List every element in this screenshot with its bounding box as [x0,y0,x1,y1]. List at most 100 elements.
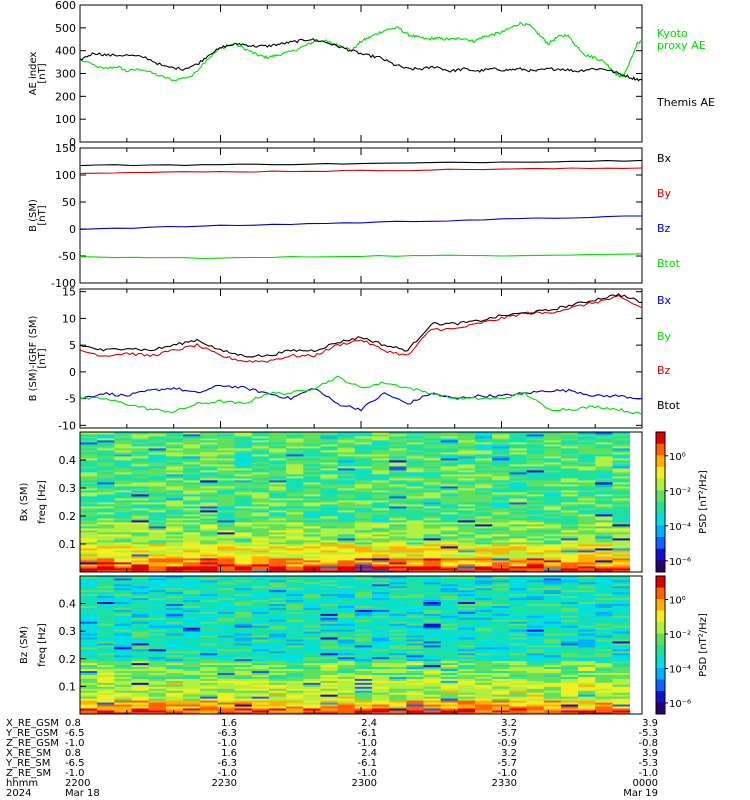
x-axis-value: -6.5 [65,758,85,769]
spectrogram-cell [406,502,424,505]
spectrogram-cell [406,512,424,515]
colorbar-segment [656,596,665,600]
spectrogram-cell [217,607,235,610]
spectrogram-cell [354,472,373,475]
spectrogram-cell [320,623,339,626]
spectrogram-cell [200,506,218,509]
spectrogram-cell [165,512,184,515]
spectrogram-cell [286,654,304,658]
spectrogram-cell [234,434,253,437]
spectrogram-cell [475,458,493,461]
spectrogram-cell [371,682,390,685]
spectrogram-cell [97,710,115,713]
colorbar-segment [656,684,665,687]
spectrogram-cell [200,436,218,439]
spectrogram-cell [560,490,579,493]
spectrogram-cell [165,676,184,679]
spectrogram-cell [234,558,253,561]
spectrogram-cell [80,672,98,675]
spectrogram-cell [131,564,150,567]
spectrogram-cell [320,603,339,606]
spectrogram-cell [165,442,184,445]
spectrogram-cell [286,692,304,695]
spectrogram-cell [354,619,373,622]
spectrogram-cell [354,560,373,563]
spectrogram-cell [543,585,562,589]
spectrogram-cell [560,552,579,555]
spectrogram-cell [389,568,407,571]
spectrogram-cell [526,702,545,705]
spectrogram-cell [217,595,235,599]
spectrogram-cell [440,706,459,709]
spectrogram-cell [80,688,98,691]
spectrogram-cell [80,560,98,563]
colorbar-segment [656,587,665,591]
spectrogram-cell [148,542,167,545]
spectrogram-cell [148,512,167,515]
spectrogram-cell [303,599,321,603]
spectrogram-cell [389,658,407,662]
spectrogram-cell [131,605,150,608]
spectrogram-cell [148,532,167,535]
spectrogram-cell [543,597,562,601]
spectrogram-cell [200,448,218,451]
spectrogram-cell [612,579,631,583]
y-tick-label: 0.3 [59,482,77,495]
spectrogram-cell [509,496,527,499]
spectrogram-cell [371,442,390,445]
spectrogram-cell [183,554,201,557]
spectrogram-cell [492,654,510,658]
spectrogram-cell [337,436,356,439]
spectrogram-cell [114,686,132,689]
spectrogram-cell [578,444,596,447]
spectrogram-cell [389,635,407,638]
spectrogram-cell [389,611,407,614]
spectrogram-cell [560,619,579,622]
spectrogram-cell [320,682,339,685]
colorbar-segment [656,693,665,697]
spectrogram-cell [303,593,321,597]
spectrogram-cell [526,668,545,672]
spectrogram-cell [148,476,167,479]
y-axis-label: freq [Hz] [37,480,48,524]
spectrogram-cell [320,654,339,658]
spectrogram-cell [578,570,596,573]
spectrogram-cell [80,708,98,711]
spectrogram-cell [526,486,545,489]
spectrogram-cell [389,564,407,567]
spectrogram-cell [578,591,596,595]
spectrogram-cell [595,609,613,612]
spectrogram-cell [148,668,167,672]
spectrogram-cell [97,470,115,473]
spectrogram-cell [251,648,270,652]
spectrogram-cell [354,686,373,689]
spectrogram-cell [492,548,510,551]
spectrogram-cell [560,700,579,703]
spectrogram-cell [440,605,459,608]
spectrogram-cell [234,577,253,581]
spectrogram-cell [389,656,407,660]
spectrogram-cell [286,607,304,610]
spectrogram-cell [234,607,253,610]
spectrogram-cell [183,648,201,652]
spectrogram-cell [578,526,596,529]
spectrogram-cell [354,625,373,628]
spectrogram-cell [560,504,579,507]
spectrogram-cell [217,564,235,567]
spectrogram-cell [595,656,613,660]
spectrogram-cell [165,460,184,463]
spectrogram-cell [234,678,253,681]
spectrogram-cell [97,686,115,689]
spectrogram-cell [286,676,304,679]
spectrogram-cell [148,706,167,709]
spectrogram-cell [303,506,321,509]
spectrogram-cell [80,522,98,525]
spectrogram-cell [251,474,270,477]
spectrogram-cell [543,581,562,585]
spectrogram-cell [526,585,545,589]
spectrogram-cell [286,672,304,675]
spectrogram-cell [560,496,579,499]
spectrogram-cell [440,712,459,715]
spectrogram-cell [337,617,356,620]
spectrogram-cell [560,436,579,439]
